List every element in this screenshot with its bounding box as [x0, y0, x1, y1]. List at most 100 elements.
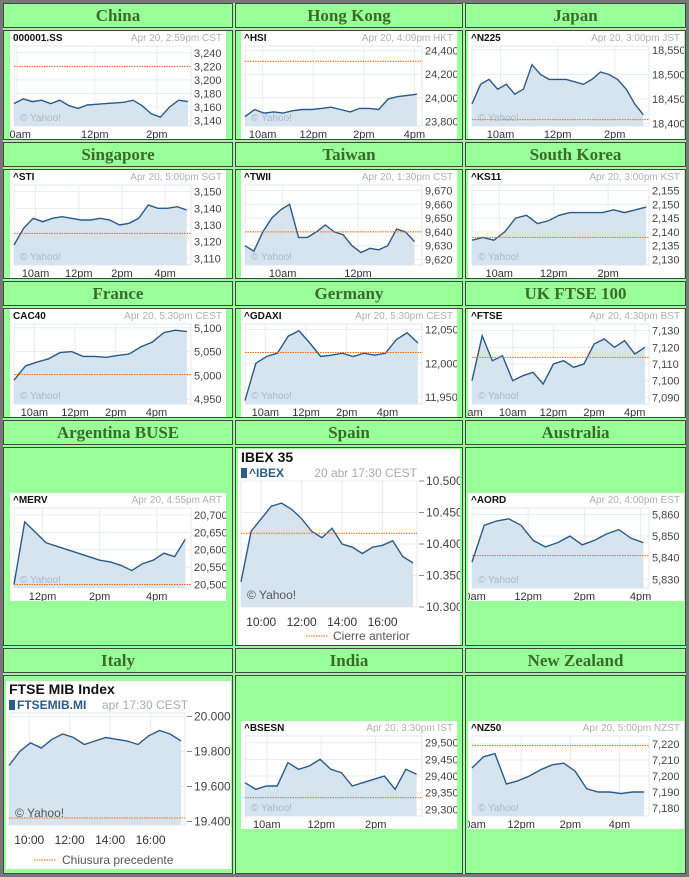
y-tick-label: 9,660 [425, 199, 453, 211]
index-chart[interactable]: 10am 12pm 2pm 4pm 4,950 5,000 5,050 5,100 © Yaho… [10, 309, 226, 419]
index-chart[interactable]: 10am 12pm 2pm 2,130 2,135 2,140 2,145 2,150 2,15… [467, 170, 684, 280]
x-tick-label: 12pm [292, 407, 320, 417]
price-area [14, 521, 186, 588]
x-tick-label: 12pm [539, 268, 567, 278]
chart-timestamp: Apr 20, 4:55pm ART [132, 495, 222, 506]
x-tick-label: 10am [468, 591, 486, 601]
chart-cell: 10:00 12:00 14:00 16:00 10.300 10.350 10.400 10… [235, 447, 463, 646]
x-tick-label: 12:00 [54, 833, 84, 847]
chart-cell: 10:00 12:00 14:00 16:00 19.400 19.600 19.800 20… [3, 675, 233, 874]
chart-symbol: ^STI [13, 172, 35, 183]
x-tick-label: 10am [10, 129, 31, 139]
price-area [245, 94, 417, 126]
index-name: FTSE MIB Index [9, 681, 115, 697]
chart-cell: 10am 12pm 2pm 18,400 18,450 18,500 18,550 © Yah… [465, 30, 686, 141]
chart-timestamp: Apr 20, 2:59pm CST [131, 33, 222, 44]
y-tick-label: 3,150 [194, 187, 222, 199]
chart-cell: 10am 12pm 2pm 4pm 23,800 24,000 24,200 24,400 © … [235, 30, 463, 141]
y-tick-label: 3,130 [194, 220, 222, 232]
index-chart[interactable]: 10am 12pm 2pm 4pm 11,950 12,000 12,050 © Yahoo!… [241, 309, 459, 419]
x-tick-label: 2pm [111, 268, 132, 278]
region-heading-japan: Japan [465, 3, 686, 28]
y-tick-label: 24,200 [425, 69, 457, 81]
index-chart[interactable]: 8am 10am 12pm 2pm 4pm 7,090 7,100 7,110 7,120 7,1… [461, 309, 684, 419]
price-line [244, 203, 416, 254]
index-chart[interactable]: 10am 12pm 2pm 4pm 23,800 24,000 24,200 24,400 © … [241, 31, 459, 141]
chart-timestamp: Apr 20, 4:09pm HKT [362, 33, 453, 44]
yahoo-watermark: © Yahoo! [478, 391, 519, 402]
index-chart[interactable]: 10am 12pm 2pm 4pm 7,180 7,190 7,200 7,210 7,220 ©… [458, 720, 684, 831]
x-tick-label: 12pm [539, 407, 567, 417]
chart-svg: 10am 12pm 2pm 4pm 4,950 5,000 5,050 5,100 © Yaho… [13, 311, 222, 419]
x-tick-label: 12pm [81, 129, 109, 139]
chart-cell: 10am 12pm 2pm 29,300 29,350 29,400 29,450 29,50… [235, 675, 463, 874]
y-tick-label: 29,300 [425, 804, 457, 816]
y-tick-label: 7,090 [652, 392, 680, 404]
chart-symbol: ^BSESN [244, 723, 284, 734]
price-line [244, 329, 419, 401]
region-heading-germany: Germany [235, 281, 463, 306]
price-area [471, 64, 643, 126]
y-tick-label: 3,240 [194, 48, 222, 60]
x-tick-label: 10am [249, 129, 277, 139]
y-tick-label: 12,050 [425, 324, 457, 336]
price-line [471, 206, 646, 241]
x-tick-label: 10am [486, 129, 514, 139]
yahoo-watermark: © Yahoo! [251, 391, 292, 402]
y-tick-label: 2,130 [652, 254, 680, 266]
chart-symbol: ^GDAXI [244, 311, 282, 322]
y-tick-label: 9,650 [425, 213, 453, 225]
region-heading-uk-ftse-100: UK FTSE 100 [465, 281, 686, 306]
region-heading-spain: Spain [235, 420, 463, 445]
index-chart[interactable]: 10:00 12:00 14:00 16:00 19.400 19.600 19.800 20… [5, 680, 231, 869]
x-tick-label: 2pm [353, 129, 374, 139]
y-tick-label: 2,150 [652, 199, 680, 211]
y-tick-label: 2,135 [652, 241, 680, 253]
series-symbol: ^IBEX [249, 466, 284, 480]
index-chart[interactable]: 10am 12pm 9,620 9,630 9,640 9,650 9,660 9,670 © … [241, 170, 457, 280]
y-tick-label: 7,120 [652, 342, 680, 354]
x-tick-label: 2pm [105, 407, 126, 417]
index-chart[interactable]: 10am 12pm 2pm 18,400 18,450 18,500 18,550 © Yah… [467, 31, 685, 141]
x-tick-label: 12pm [65, 268, 93, 278]
x-tick-label: 4pm [404, 129, 425, 139]
y-tick-label: 5,850 [652, 531, 680, 543]
y-tick-label: 3,140 [194, 203, 222, 215]
yahoo-watermark: © Yahoo! [478, 803, 519, 814]
series-symbol: FTSEMIB.MI [17, 698, 86, 712]
index-chart[interactable]: 10am 12pm 2pm 4pm 3,110 3,120 3,130 3,140 3,150 ©… [10, 170, 226, 280]
chart-cell: 12pm 2pm 4pm 20,500 20,550 20,600 20,650 20,700… [3, 447, 233, 646]
y-tick-label: 5,840 [652, 552, 680, 564]
y-tick-label: 3,220 [194, 61, 222, 73]
yahoo-watermark: © Yahoo! [15, 806, 64, 820]
y-tick-label: 10.450 [426, 505, 460, 519]
chart-svg: 10am 12pm 2pm 4pm 11,950 12,000 12,050 © Yahoo!… [244, 311, 459, 419]
chart-symbol: ^N225 [471, 33, 501, 44]
y-tick-label: 7,220 [652, 739, 680, 751]
chart-symbol: ^MERV [13, 495, 48, 506]
series-legend-swatch [8, 699, 15, 710]
index-chart[interactable]: 10:00 12:00 14:00 16:00 10.300 10.350 10.400 10… [238, 448, 463, 645]
x-tick-label: 10am [498, 407, 526, 417]
chart-symbol: ^KS11 [471, 172, 502, 183]
price-line [13, 329, 187, 381]
chart-symbol: ^AORD [471, 495, 506, 506]
y-tick-label: 10.500 [426, 474, 460, 488]
x-tick-label: 10am [22, 268, 50, 278]
y-tick-label: 19.600 [194, 779, 231, 793]
chart-timestamp: Apr 20, 4:30pm BST [589, 311, 680, 322]
price-line [244, 93, 417, 118]
region-heading-italy: Italy [3, 648, 233, 673]
y-tick-label: 5,100 [194, 323, 222, 335]
y-tick-label: 18,450 [652, 94, 684, 106]
index-chart[interactable]: 12pm 2pm 4pm 20,500 20,550 20,600 20,650 20,700… [10, 492, 228, 603]
price-area [471, 207, 646, 265]
y-tick-label: 5,860 [652, 509, 680, 521]
y-tick-label: 9,640 [425, 227, 453, 239]
index-chart[interactable]: 10am 12pm 2pm 29,300 29,350 29,400 29,450 29,50… [241, 720, 459, 831]
x-tick-label: 4pm [154, 268, 175, 278]
chart-timestamp: Apr 20, 1:30pm CST [362, 172, 453, 183]
